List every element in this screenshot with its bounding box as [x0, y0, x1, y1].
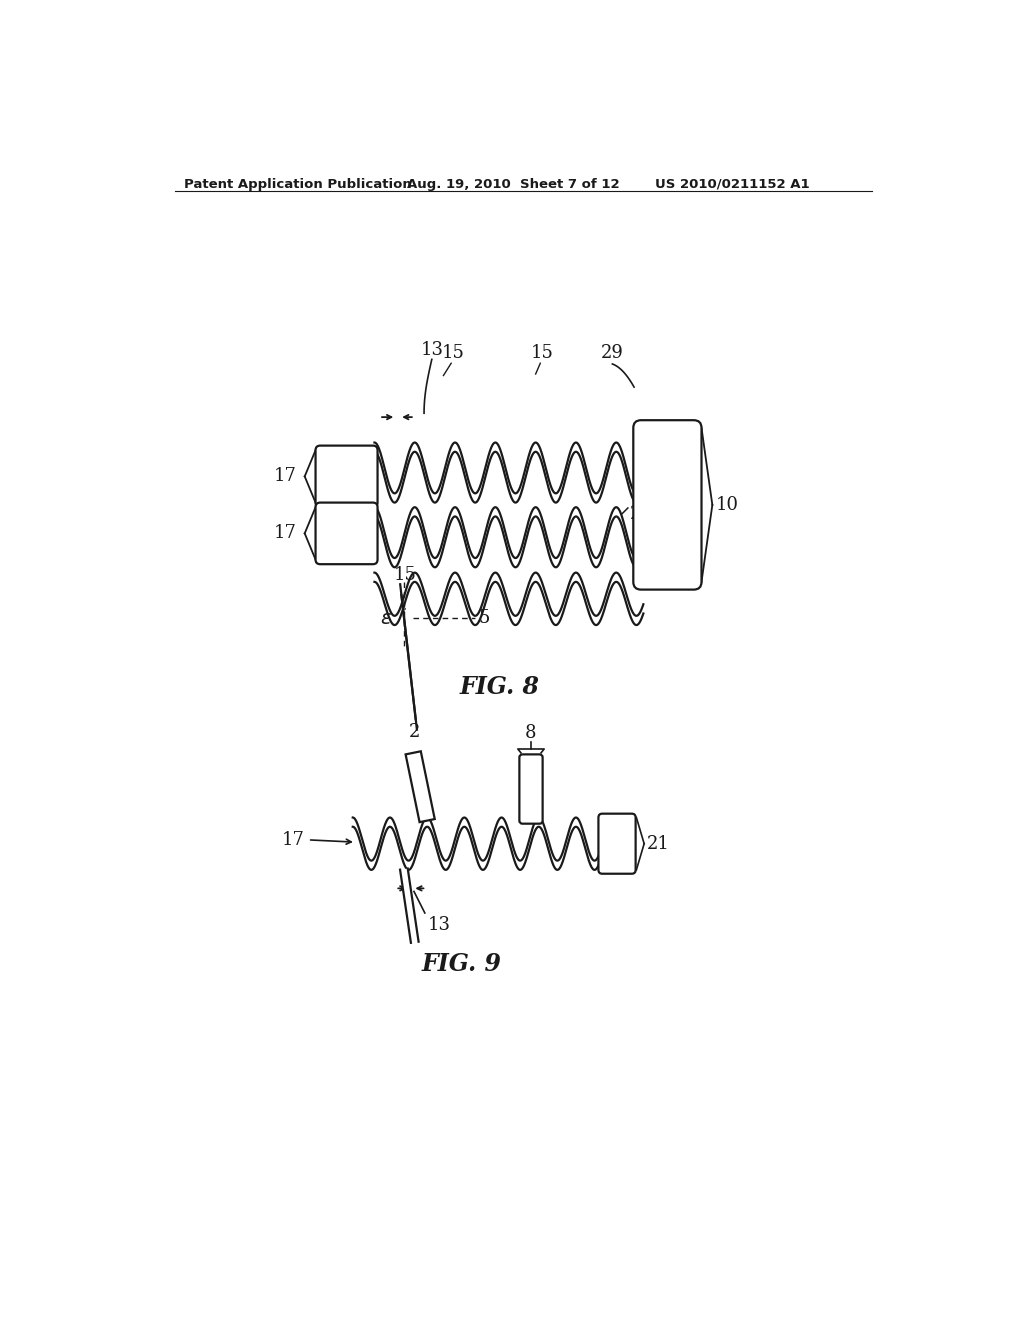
Polygon shape [406, 751, 435, 822]
Text: 15: 15 [394, 566, 417, 585]
FancyBboxPatch shape [315, 503, 378, 564]
Polygon shape [400, 869, 419, 942]
Text: 17: 17 [274, 467, 297, 486]
Text: 17: 17 [282, 830, 305, 849]
FancyBboxPatch shape [633, 420, 701, 590]
Text: US 2010/0211152 A1: US 2010/0211152 A1 [655, 178, 810, 190]
Text: 10: 10 [716, 496, 738, 513]
Text: Aug. 19, 2010  Sheet 7 of 12: Aug. 19, 2010 Sheet 7 of 12 [407, 178, 620, 190]
FancyBboxPatch shape [598, 813, 636, 874]
Polygon shape [400, 585, 417, 730]
Text: 15: 15 [442, 343, 465, 362]
Text: 15: 15 [531, 343, 554, 362]
Text: 8: 8 [525, 725, 537, 742]
Text: 17: 17 [274, 524, 297, 543]
Text: 13: 13 [428, 916, 451, 935]
FancyBboxPatch shape [519, 755, 543, 824]
Text: 2: 2 [409, 722, 421, 741]
Text: $\varepsilon$: $\varepsilon$ [380, 609, 391, 627]
Text: 13: 13 [420, 341, 443, 359]
Text: 5: 5 [478, 609, 489, 627]
Text: Patent Application Publication: Patent Application Publication [183, 178, 412, 190]
Text: 29: 29 [601, 343, 624, 362]
Text: 21: 21 [647, 834, 670, 853]
Text: FIG. 8: FIG. 8 [460, 675, 540, 700]
Text: FIG. 9: FIG. 9 [421, 952, 502, 977]
FancyBboxPatch shape [315, 446, 378, 507]
Text: 28: 28 [630, 506, 653, 523]
